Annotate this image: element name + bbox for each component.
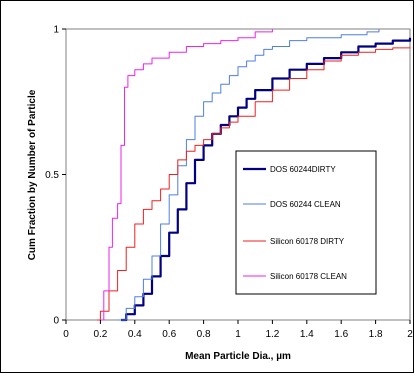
series-line-silicon-dirty <box>97 46 411 321</box>
x-tick-label: 0.6 <box>162 329 176 340</box>
legend-label-dos-dirty: DOS 60244DIRTY <box>270 165 336 174</box>
legend-label-silicon-dirty: Silicon 60178 DIRTY <box>270 237 345 246</box>
x-tick-label: 1.2 <box>265 329 279 340</box>
x-tick-label: 0.2 <box>93 329 107 340</box>
axis-layer: 0 0.2 0.4 0.6 0.8 1 1.2 1.4 1.6 1.8 2 0 0.5 1 <box>45 25 413 341</box>
x-tick-label: 0.8 <box>197 329 211 340</box>
y-tick-label: 1 <box>53 25 59 36</box>
legend: DOS 60244DIRTY DOS 60244 CLEAN Silicon 6… <box>235 150 377 295</box>
y-tick-label: 0 <box>53 316 59 327</box>
x-tick-label: 0.4 <box>128 329 142 340</box>
x-tick-label: 1.8 <box>369 329 383 340</box>
x-tick-label: 1.4 <box>300 329 314 340</box>
series-line-dos-clean <box>117 29 380 321</box>
y-tick-label: 0.5 <box>45 170 59 181</box>
x-tick-label: 2 <box>407 329 413 340</box>
series-line-silicon-clean <box>100 29 273 321</box>
x-axis-title: Mean Particle Dia., µm <box>185 351 291 362</box>
legend-label-silicon-clean: Silicon 60178 CLEAN <box>270 272 347 281</box>
legend-label-dos-clean: DOS 60244 CLEAN <box>270 200 341 209</box>
x-tick-label: 0 <box>63 329 69 340</box>
x-tick-label: 1.6 <box>334 329 348 340</box>
series-layer <box>97 29 412 322</box>
x-tick-label: 1 <box>235 329 241 340</box>
legend-box <box>235 150 377 295</box>
y-axis-title: Cum Fraction by Number of Particle <box>27 89 38 260</box>
